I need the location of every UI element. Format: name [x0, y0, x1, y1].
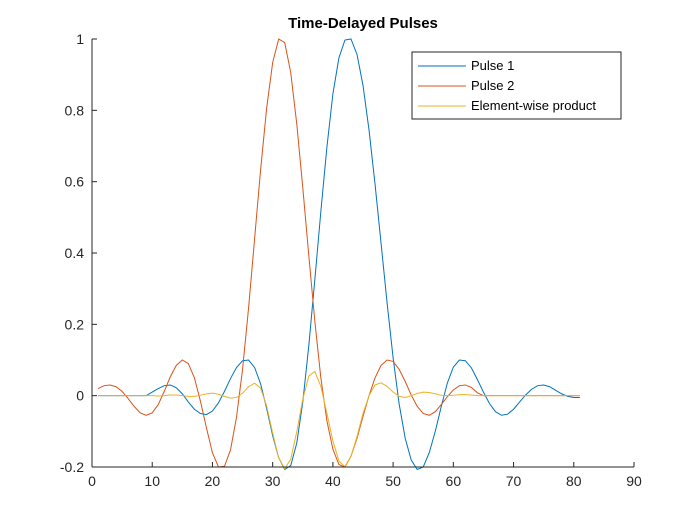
legend-label-pulse-2: Pulse 2 [471, 78, 514, 93]
series-layer [97, 38, 580, 471]
legend: Pulse 1 Pulse 2 Element-wise product [411, 51, 622, 120]
legend-label-pulse-1: Pulse 1 [471, 58, 514, 73]
y-tick-label: 1 [76, 31, 84, 47]
x-tick-label: 70 [506, 473, 522, 489]
x-tick-label: 90 [626, 473, 642, 489]
x-tick-label: 0 [88, 473, 96, 489]
x-tick-label: 80 [566, 473, 582, 489]
x-tick-label: 10 [144, 473, 160, 489]
x-tick-label: 40 [325, 473, 341, 489]
x-tick-label: 60 [446, 473, 462, 489]
chart-title: Time-Delayed Pulses [288, 15, 438, 32]
x-tick-label: 30 [265, 473, 281, 489]
y-tick-label: 0.2 [65, 316, 85, 332]
y-tick-label: 0 [76, 388, 84, 404]
y-tick-label: 0.8 [65, 102, 85, 118]
y-tick-label: 0.4 [65, 245, 85, 261]
x-tick-label: 20 [205, 473, 221, 489]
y-tick-label: 0.6 [65, 174, 85, 190]
legend-label-product: Element-wise product [471, 98, 596, 113]
series-line-pulse-1 [98, 38, 580, 471]
x-tick-label: 50 [385, 473, 401, 489]
y-tick-label: -0.2 [60, 459, 84, 475]
series-line-element-wise-product [98, 370, 580, 470]
axes-layer: 0 10 20 30 40 50 60 70 80 90-0.200.20.40.60.81 [60, 31, 642, 489]
